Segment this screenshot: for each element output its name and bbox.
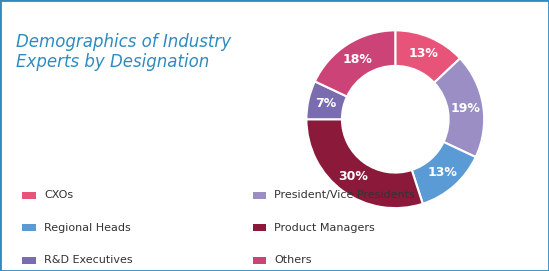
Wedge shape [315, 30, 395, 96]
Wedge shape [434, 58, 484, 157]
Text: 19%: 19% [451, 102, 480, 115]
Text: President/Vice Presidents: President/Vice Presidents [274, 190, 415, 200]
Text: Product Managers: Product Managers [274, 223, 376, 233]
Text: CXOs: CXOs [44, 190, 73, 200]
Wedge shape [306, 81, 347, 119]
Text: 13%: 13% [427, 166, 457, 179]
Wedge shape [412, 142, 475, 204]
Text: Demographics of Industry
Experts by Designation: Demographics of Industry Experts by Desi… [16, 33, 232, 71]
Text: 7%: 7% [315, 97, 337, 110]
Text: 18%: 18% [342, 53, 372, 66]
Wedge shape [306, 119, 423, 208]
Text: 13%: 13% [408, 47, 439, 60]
Text: R&D Executives: R&D Executives [44, 255, 132, 265]
Text: Others: Others [274, 255, 312, 265]
Text: 30%: 30% [339, 170, 368, 183]
Text: Regional Heads: Regional Heads [44, 223, 131, 233]
Wedge shape [395, 30, 460, 83]
